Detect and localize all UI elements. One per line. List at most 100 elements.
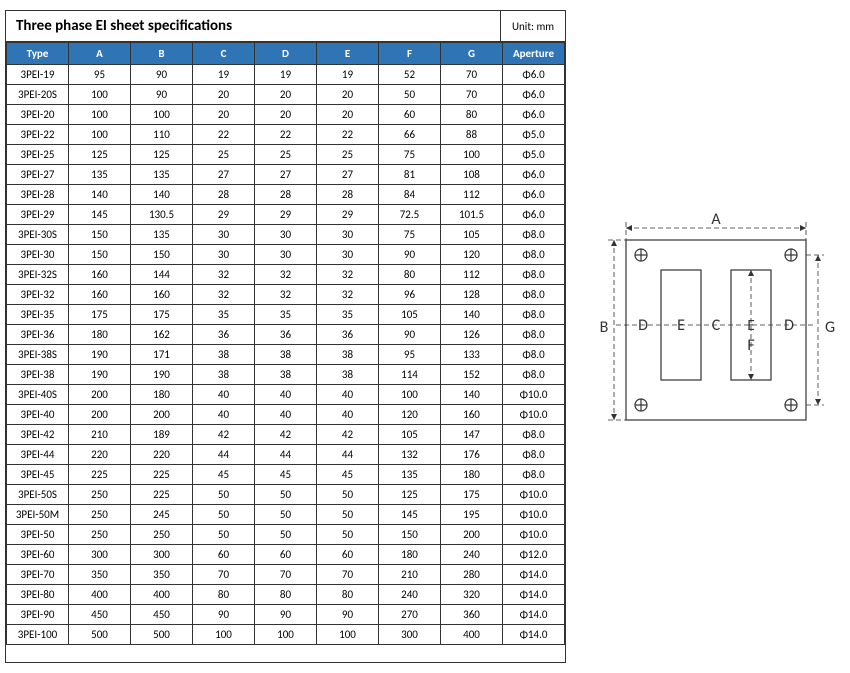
table-cell: 140 xyxy=(441,305,503,325)
table-cell: 300 xyxy=(379,625,441,645)
dim-label-e1: E xyxy=(677,316,685,335)
table-cell: 19 xyxy=(193,65,255,85)
table-cell: Φ5.0 xyxy=(503,125,565,145)
table-cell: 22 xyxy=(255,125,317,145)
table-cell: 20 xyxy=(193,105,255,125)
table-cell: 180 xyxy=(441,465,503,485)
table-row: 3PEI-44220220444444132176Φ8.0 xyxy=(7,445,565,465)
col-header: Type xyxy=(7,43,69,65)
table-cell: Φ10.0 xyxy=(503,405,565,425)
table-cell: 96 xyxy=(379,285,441,305)
table-cell: 105 xyxy=(379,425,441,445)
table-cell: 162 xyxy=(131,325,193,345)
table-row: 3PEI-70350350707070210280Φ14.0 xyxy=(7,565,565,585)
table-cell: 175 xyxy=(69,305,131,325)
table-cell: 75 xyxy=(379,225,441,245)
table-row: 3PEI-42210189424242105147Φ8.0 xyxy=(7,425,565,445)
col-header: D xyxy=(255,43,317,65)
table-cell: 150 xyxy=(69,245,131,265)
table-cell: 101.5 xyxy=(441,205,503,225)
table-cell: 3PEI-20S xyxy=(7,85,69,105)
table-row: 3PEI-35175175353535105140Φ8.0 xyxy=(7,305,565,325)
table-cell: Φ6.0 xyxy=(503,85,565,105)
table-cell: 28 xyxy=(193,185,255,205)
table-row: 3PEI-50S250225505050125175Φ10.0 xyxy=(7,485,565,505)
header-row: TypeABCDEFGAperture xyxy=(7,43,565,65)
table-cell: Φ6.0 xyxy=(503,65,565,85)
table-cell: 72.5 xyxy=(379,205,441,225)
table-cell: 19 xyxy=(317,65,379,85)
table-cell: 120 xyxy=(441,245,503,265)
table-cell: 175 xyxy=(131,305,193,325)
table-cell: 190 xyxy=(69,345,131,365)
table-cell: 120 xyxy=(379,405,441,425)
table-cell: Φ6.0 xyxy=(503,185,565,205)
table-cell: 400 xyxy=(69,585,131,605)
table-row: 3PEI-50250250505050150200Φ10.0 xyxy=(7,525,565,545)
table-cell: 50 xyxy=(193,525,255,545)
table-cell: 3PEI-50 xyxy=(7,525,69,545)
table-cell: 80 xyxy=(379,265,441,285)
table-cell: 100 xyxy=(441,145,503,165)
table-cell: 108 xyxy=(441,165,503,185)
table-cell: 3PEI-28 xyxy=(7,185,69,205)
table-cell: 50 xyxy=(379,85,441,105)
table-cell: 180 xyxy=(379,545,441,565)
table-cell: 100 xyxy=(69,85,131,105)
table-cell: 3PEI-40S xyxy=(7,385,69,405)
col-header: G xyxy=(441,43,503,65)
table-cell: 88 xyxy=(441,125,503,145)
table-cell: 90 xyxy=(193,605,255,625)
table-cell: 70 xyxy=(193,565,255,585)
table-cell: Φ5.0 xyxy=(503,145,565,165)
table-cell: 29 xyxy=(255,205,317,225)
table-cell: 44 xyxy=(255,445,317,465)
table-cell: 32 xyxy=(317,265,379,285)
table-cell: 80 xyxy=(317,585,379,605)
table-cell: 36 xyxy=(255,325,317,345)
table-cell: 22 xyxy=(193,125,255,145)
table-cell: Φ10.0 xyxy=(503,485,565,505)
table-cell: 66 xyxy=(379,125,441,145)
table-cell: 50 xyxy=(255,485,317,505)
table-cell: 25 xyxy=(317,145,379,165)
table-cell: 225 xyxy=(131,485,193,505)
table-cell: Φ8.0 xyxy=(503,445,565,465)
table-cell: 112 xyxy=(441,265,503,285)
table-cell: 140 xyxy=(69,185,131,205)
table-cell: 3PEI-29 xyxy=(7,205,69,225)
table-cell: 3PEI-50M xyxy=(7,505,69,525)
table-cell: 22 xyxy=(317,125,379,145)
table-row: 3PEI-40S200180404040100140Φ10.0 xyxy=(7,385,565,405)
table-cell: 45 xyxy=(255,465,317,485)
table-cell: 3PEI-70 xyxy=(7,565,69,585)
table-cell: 500 xyxy=(131,625,193,645)
table-cell: 240 xyxy=(379,585,441,605)
table-cell: 30 xyxy=(193,245,255,265)
table-cell: 42 xyxy=(255,425,317,445)
table-cell: 245 xyxy=(131,505,193,525)
table-cell: 300 xyxy=(69,545,131,565)
table-cell: 25 xyxy=(193,145,255,165)
table-cell: 3PEI-38S xyxy=(7,345,69,365)
table-cell: 3PEI-100 xyxy=(7,625,69,645)
table-cell: 225 xyxy=(131,465,193,485)
col-header: Aperture xyxy=(503,43,565,65)
table-cell: 25 xyxy=(255,145,317,165)
table-cell: 147 xyxy=(441,425,503,445)
table-cell: 171 xyxy=(131,345,193,365)
table-cell: 280 xyxy=(441,565,503,585)
table-cell: 3PEI-19 xyxy=(7,65,69,85)
table-cell: 42 xyxy=(193,425,255,445)
table-cell: 70 xyxy=(255,565,317,585)
table-row: 3PEI-3015015030303090120Φ8.0 xyxy=(7,245,565,265)
table-cell: Φ10.0 xyxy=(503,385,565,405)
table-cell: 52 xyxy=(379,65,441,85)
table-cell: 32 xyxy=(193,265,255,285)
table-cell: 135 xyxy=(379,465,441,485)
table-cell: 270 xyxy=(379,605,441,625)
table-row: 3PEI-2814014028282884112Φ6.0 xyxy=(7,185,565,205)
table-cell: 70 xyxy=(317,565,379,585)
spec-table: TypeABCDEFGAperture 3PEI-199590191919527… xyxy=(6,42,565,645)
table-cell: 100 xyxy=(193,625,255,645)
